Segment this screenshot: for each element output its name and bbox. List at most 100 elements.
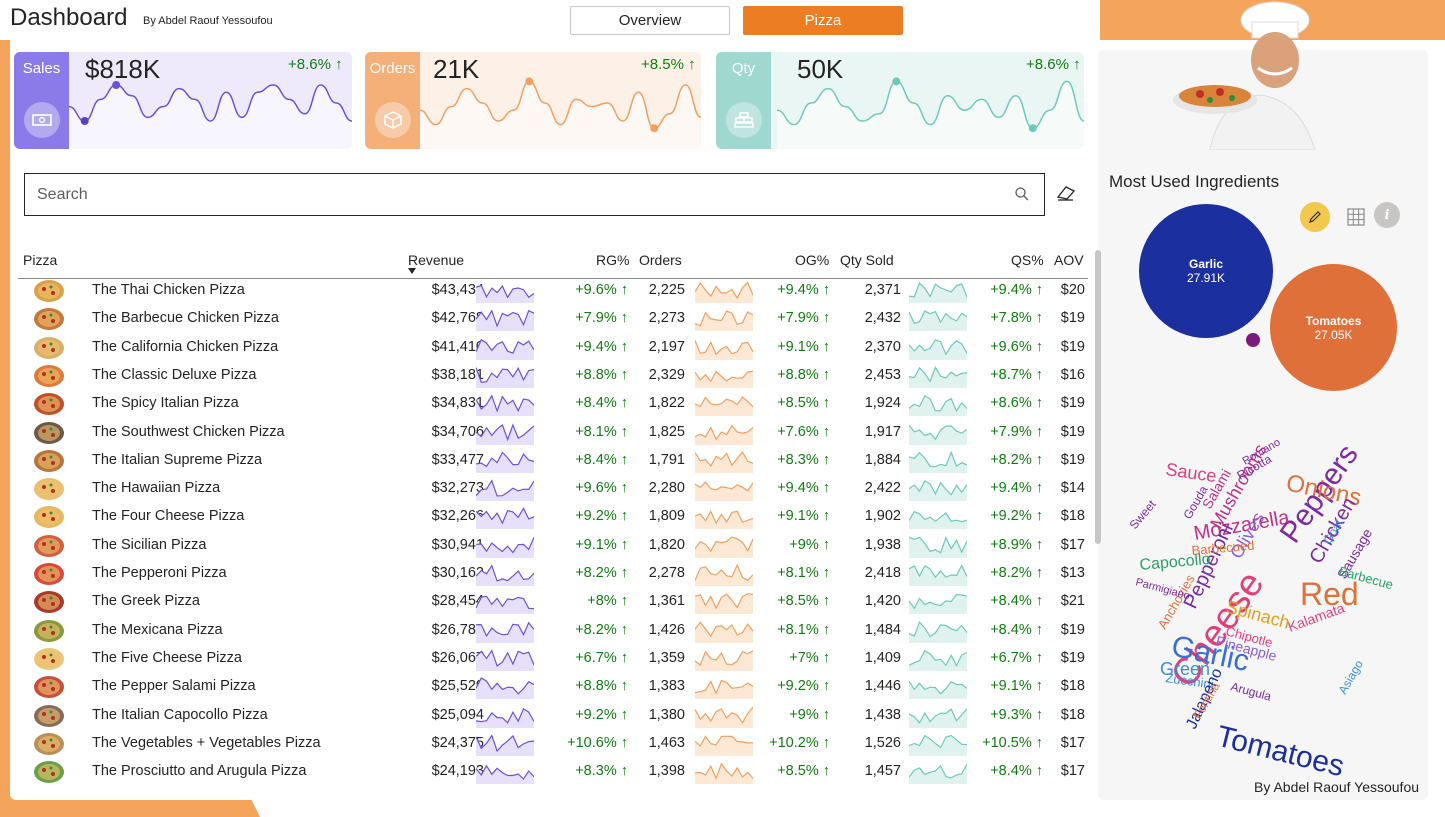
orders-sparkline	[695, 370, 753, 388]
table-scrollbar[interactable]	[1095, 250, 1101, 544]
sparkline-area	[909, 511, 967, 530]
table-row[interactable]: The Italian Capocollo Pizza $25,094 +9.2% …	[18, 702, 1088, 730]
pizza-name: The Spicy Italian Pizza	[92, 395, 239, 412]
pizza-thumbnail	[34, 732, 64, 755]
wordcloud-word[interactable]: Zucchini	[1165, 670, 1215, 692]
og-cell: +9.4% ↑	[777, 480, 830, 497]
table-row[interactable]: The Spicy Italian Pizza $34,831 +8.4% ↑ 1,8…	[18, 390, 1088, 418]
table-row[interactable]: The Pepper Salami Pizza $25,529 +8.8% ↑ 1,3…	[18, 673, 1088, 701]
table-row[interactable]: The Barbecue Chicken Pizza $42,768 +7.9% ↑…	[18, 305, 1088, 333]
col-aov[interactable]: AOV	[1054, 252, 1084, 268]
qty-sparkline	[909, 338, 967, 360]
kpi-sparkline	[420, 77, 701, 149]
sparkline-line	[909, 649, 967, 667]
bubble-tomatoes[interactable]: Tomatoes 27.05K	[1270, 264, 1397, 391]
revenue-sparkline	[476, 366, 534, 388]
og-cell: +9.1% ↑	[777, 508, 830, 525]
kpi-min-marker	[1028, 124, 1037, 133]
wordcloud-word[interactable]: Green	[1160, 659, 1210, 679]
table-row[interactable]: The Prosciutto and Arugula Pizza $24,193 +…	[18, 758, 1088, 786]
kpi-sparkline-area	[420, 81, 701, 149]
col-og[interactable]: OG%	[795, 252, 830, 268]
sparkline-line	[476, 677, 534, 695]
col-qs[interactable]: QS%	[1011, 252, 1044, 268]
pizza-thumbnail	[34, 676, 64, 699]
bubble-label: Tomatoes	[1305, 313, 1362, 328]
pizza-thumbnail	[34, 704, 64, 727]
wordcloud-word[interactable]: Sauce	[1164, 459, 1217, 486]
grid-icon[interactable]	[1343, 204, 1369, 230]
pencil-icon[interactable]	[1300, 202, 1330, 232]
sparkline-line	[476, 394, 534, 413]
aov-cell: $19	[1060, 338, 1085, 355]
sparkline-line	[909, 365, 967, 383]
col-rg[interactable]: RG%	[596, 252, 630, 268]
sparkline-area	[909, 708, 967, 728]
orders-cell: 1,463	[648, 734, 685, 751]
sparkline-line	[695, 450, 753, 467]
kpi-card-orders: Orders 21K +8.5% ↑	[365, 52, 701, 149]
eraser-icon[interactable]	[1056, 184, 1076, 202]
qs-cell: +6.7% ↑	[990, 649, 1043, 666]
wordcloud-word[interactable]: Tomatoes	[1213, 720, 1347, 780]
revenue-sparkline	[476, 621, 534, 643]
sparkline-line	[695, 310, 753, 327]
sparkline-area	[695, 397, 753, 417]
search-input[interactable]	[37, 184, 987, 206]
revenue-cell: $28,454	[431, 593, 484, 610]
box-icon	[375, 102, 411, 138]
kpi-side	[14, 52, 69, 149]
bubble-small[interactable]	[1246, 333, 1260, 347]
table-row[interactable]: The Hawaiian Pizza $32,273 +9.6% ↑ 2,280 +9.…	[18, 475, 1088, 503]
sort-desc-icon[interactable]	[408, 268, 416, 274]
table-row[interactable]: The Mexicana Pizza $26,781 +8.2% ↑ 1,426 +8.…	[18, 617, 1088, 645]
col-qty[interactable]: Qty Sold	[840, 252, 894, 268]
table-row[interactable]: The Classic Deluxe Pizza $38,181 +8.8% ↑ 2,…	[18, 362, 1088, 390]
wordcloud-word[interactable]: Barbecued	[1191, 538, 1255, 558]
wordcloud-word[interactable]: Capocollo	[1139, 551, 1211, 574]
chef-illustration	[1173, 1, 1316, 150]
col-revenue[interactable]: Revenue	[408, 252, 465, 268]
orders-cell: 2,280	[648, 480, 685, 497]
sparkline-area	[476, 285, 534, 303]
table-row[interactable]: The Vegetables + Vegetables Pizza $24,375…	[18, 730, 1088, 758]
sparkline-line	[476, 422, 534, 441]
tab-pizza[interactable]: Pizza	[743, 6, 903, 35]
qty-cell: 1,446	[864, 678, 901, 695]
sparkline-area	[476, 424, 534, 445]
og-cell: +7% ↑	[789, 649, 830, 666]
table-row[interactable]: The Pepperoni Pizza $30,162 +8.2% ↑ 2,278 +8…	[18, 560, 1088, 588]
col-orders[interactable]: Orders	[639, 252, 682, 268]
table-row[interactable]: The Greek Pizza $28,454 +8% ↑ 1,361 +8.5% ↑ 1…	[18, 588, 1088, 616]
table-row[interactable]: The Four Cheese Pizza $32,266 +9.2% ↑ 1,809…	[18, 503, 1088, 531]
qs-cell: +10.5% ↑	[982, 734, 1043, 751]
table-row[interactable]: The Southwest Chicken Pizza $34,706 +8.1% …	[18, 419, 1088, 447]
kpi-max-marker	[892, 77, 901, 86]
col-pizza[interactable]: Pizza	[23, 252, 58, 268]
table-row[interactable]: The Thai Chicken Pizza $43,434 +9.6% ↑ 2,22…	[18, 277, 1088, 305]
table-row[interactable]: The Five Cheese Pizza $26,067 +6.7% ↑ 1,359…	[18, 645, 1088, 673]
wordcloud-word[interactable]: Red	[1300, 576, 1359, 612]
sparkline-area	[695, 650, 753, 671]
qty-sparkline	[909, 649, 967, 671]
aov-cell: $20	[1060, 282, 1085, 298]
sparkline-line	[476, 451, 534, 468]
revenue-cell: $43,434	[431, 282, 484, 298]
info-icon[interactable]: i	[1374, 202, 1400, 228]
search-icon[interactable]	[1014, 186, 1030, 202]
sparkline-line	[909, 424, 967, 440]
bubble-garlic[interactable]: Garlic 27.91K	[1139, 204, 1273, 338]
sparkline-line	[909, 763, 967, 779]
table-row[interactable]: The Sicilian Pizza $30,941 +9.1% ↑ 1,820 +9%…	[18, 532, 1088, 560]
wordcloud-word[interactable]: Sweet	[1127, 497, 1160, 532]
tab-overview[interactable]: Overview	[570, 6, 730, 35]
og-cell: +9.4% ↑	[777, 282, 830, 298]
table-row[interactable]: The Italian Supreme Pizza $33,477 +8.4% ↑ 1…	[18, 447, 1088, 475]
wordcloud-word[interactable]: Asiago	[1335, 657, 1366, 696]
table-row[interactable]: The California Chicken Pizza $41,410 +9.4%…	[18, 334, 1088, 362]
search-box	[24, 173, 1045, 216]
wordcloud-word[interactable]: Arugula	[1229, 679, 1273, 703]
qty-cell: 1,917	[864, 423, 901, 440]
sparkline-area	[476, 708, 534, 728]
